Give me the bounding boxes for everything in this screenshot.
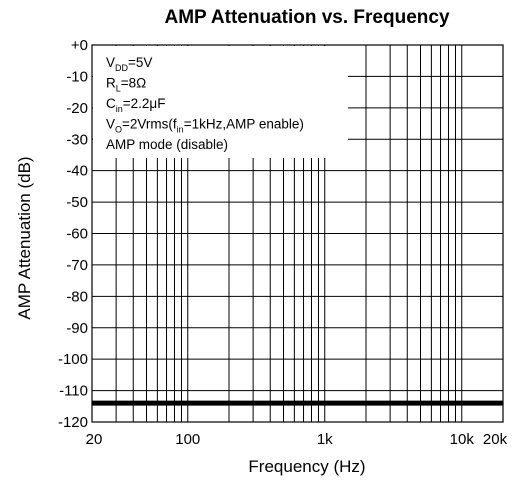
y-tick-label: +0 [71,37,88,54]
x-tick-label: 1k [317,431,333,448]
y-tick-label: -10 [66,68,88,85]
x-tick-label: 100 [175,431,200,448]
annotation-line: VDD=5V [106,55,152,73]
annotation-box: VDD=5V RL=8Ω Cin=2.2μF VO=2Vrms(fin=1kHz,AM… [93,46,348,158]
y-tick-label: -90 [66,320,88,337]
y-tick-labels: +0 -10 -20 -30 -40 -50 -60 -70 -80 -90 -100 -110 -12… [58,37,88,431]
annotation-line: Cin=2.2μF [106,96,165,114]
y-tick-label: -20 [66,100,88,117]
x-tick-label: 20k [483,431,508,448]
y-axis-label: AMP Attenuation (dB) [15,156,34,319]
y-tick-label: -80 [66,288,88,305]
y-tick-label: -60 [66,226,88,243]
y-tick-label: -30 [66,131,88,148]
annotation-line: VO=2Vrms(fin=1kHz,AMP enable) [106,117,304,135]
y-tick-label: -110 [59,383,88,400]
y-tick-label: -50 [66,194,88,211]
plot-frame [91,44,504,423]
annotation-background [93,46,348,158]
annotation-line: AMP mode (disable) [106,137,228,152]
chart-title: AMP Attenuation vs. Frequency [164,7,449,28]
annotation-line: RL=8Ω [106,76,146,94]
y-tick-label: -70 [66,257,88,274]
y-tick-label: -100 [58,351,88,368]
x-tick-labels: 20 100 1k 10k 20k [86,431,508,448]
x-tick-label: 20 [86,431,103,448]
x-tick-label: 10k [450,431,475,448]
x-axis-label: Frequency (Hz) [248,457,365,476]
y-tick-label: -40 [66,163,88,180]
y-tick-label: -120 [58,414,88,431]
